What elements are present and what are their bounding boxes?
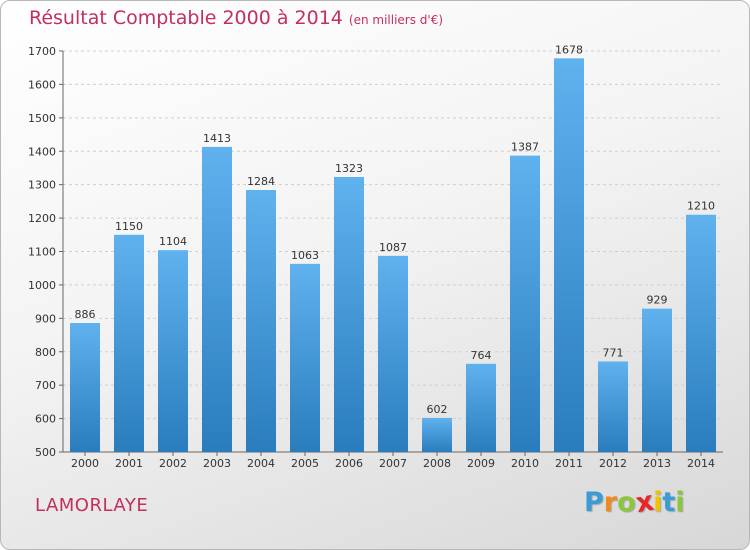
brand-logo: Proxiti [584,486,685,520]
x-tick-label: 2009 [467,457,495,470]
brand-letter: o [617,487,636,518]
x-tick-label: 2002 [159,457,187,470]
bar-value-label: 1413 [203,132,231,145]
x-tick-label: 2010 [511,457,539,470]
y-tick-label: 1600 [28,78,56,91]
bar-2008 [422,417,452,452]
chart-title: Résultat Comptable 2000 à 2014 (en millie… [29,7,443,29]
x-tick-label: 2001 [115,457,143,470]
x-tick-label: 2005 [291,457,319,470]
bar-value-label: 764 [471,349,492,362]
y-tick-label: 500 [35,446,56,459]
y-tick-label: 900 [35,312,56,325]
y-tick-label: 700 [35,379,56,392]
chart-subtitle: (en milliers d'€) [348,13,444,27]
x-tick-label: 2012 [599,457,627,470]
bar-2007 [378,255,408,452]
bar-value-label: 929 [647,294,668,307]
bar-value-label: 1063 [291,249,319,262]
x-tick-label: 2013 [643,457,671,470]
bar-2014 [686,214,716,452]
y-tick-label: 1400 [28,145,56,158]
y-tick-label: 1200 [28,212,56,225]
bar-2005 [290,263,320,452]
x-tick-label: 2003 [203,457,231,470]
bar-2006 [334,176,364,452]
brand-letter: i [675,487,685,518]
bar-2009 [466,363,496,452]
x-tick-label: 2008 [423,457,451,470]
bar-2012 [598,361,628,452]
y-tick-label: 1300 [28,179,56,192]
bar-2001 [114,234,144,452]
y-tick-label: 1100 [28,246,56,259]
y-tick-label: 800 [35,346,56,359]
bar-2004 [246,190,276,452]
x-tick-label: 2007 [379,457,407,470]
commune-name: LAMORLAYE [35,495,149,516]
y-tick-label: 1700 [28,45,56,58]
bar-value-label: 771 [603,346,624,359]
bar-value-label: 1104 [159,235,187,248]
y-tick-label: 1000 [28,279,56,292]
bar-value-label: 1087 [379,241,407,254]
bar-value-label: 1284 [247,175,275,188]
brand-letter: r [603,487,618,518]
brand-letter: i [653,487,663,518]
bar-value-label: 1210 [687,200,715,213]
bar-2010 [510,155,540,452]
chart-title-text: Résultat Comptable 2000 à 2014 [29,7,343,29]
x-tick-label: 2011 [555,457,583,470]
x-tick-label: 2006 [335,457,363,470]
bar-value-label: 1678 [555,43,583,56]
bar-2002 [158,250,188,452]
bars [70,58,716,453]
bar-value-label: 1150 [115,220,143,233]
bar-2013 [642,308,672,452]
bar-2003 [202,146,232,453]
bar-2000 [70,323,100,452]
y-tick-label: 600 [35,413,56,426]
bar-value-label: 886 [75,308,96,321]
x-tick-label: 2014 [687,457,715,470]
brand-letter: t [662,487,676,518]
x-tick-label: 2000 [71,457,99,470]
bar-value-label: 1387 [511,141,539,154]
brand-letter: P [584,487,604,518]
bar-2011 [554,58,584,453]
y-tick-label: 1500 [28,112,56,125]
bar-value-label: 602 [427,403,448,416]
x-tick-label: 2004 [247,457,275,470]
labels: 500 600 700 800 900 1000 1100 1200 1300 1400 1500 1… [28,43,715,470]
bar-value-label: 1323 [335,162,363,175]
